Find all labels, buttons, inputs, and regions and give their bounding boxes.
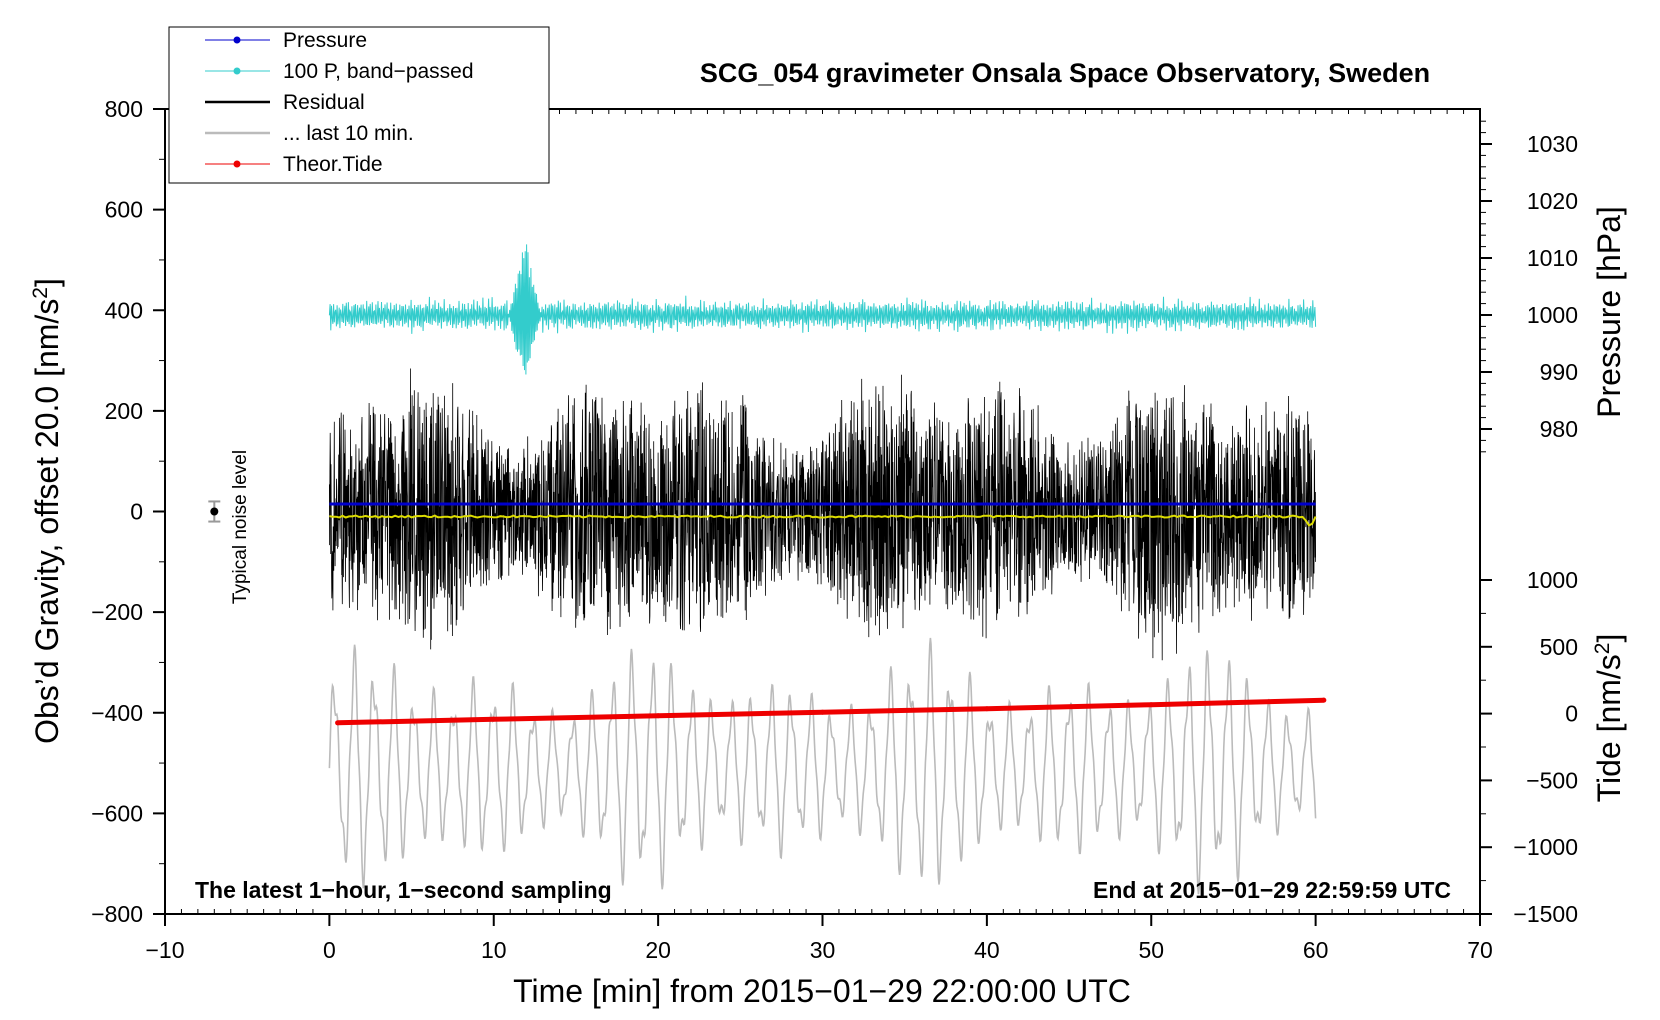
pressure-tick-label: 980 <box>1540 416 1578 442</box>
y-axis-tide: 1000 500 0 −500 −1000 −1500 <box>1480 567 1578 927</box>
chart-title: SCG_054 gravimeter Onsala Space Observat… <box>700 58 1430 88</box>
x-tick-label: 40 <box>974 937 1000 963</box>
legend-label: Pressure <box>283 29 367 52</box>
theor-tide-point <box>1321 697 1327 703</box>
x-axis-label: Time [min] from 2015−01−29 22:00:00 UTC <box>513 973 1131 1009</box>
x-tick-label: 20 <box>645 937 671 963</box>
y-axis-label-left: Obs’d Gravity, offset 20.0 [nm/s2] <box>29 278 66 744</box>
tide-tick-label: 500 <box>1540 634 1578 660</box>
tide-tick-label: 0 <box>1565 701 1578 727</box>
x-tick-label: 10 <box>481 937 507 963</box>
pressure-tick-label: 1030 <box>1527 131 1578 157</box>
theor-tide-point <box>820 709 825 715</box>
legend-label: Theor.Tide <box>283 153 383 176</box>
tide-tick-label: −1000 <box>1513 834 1578 860</box>
legend-label: Residual <box>283 91 365 114</box>
noise-label: Typical noise level <box>230 450 251 604</box>
y-tick-label: 200 <box>105 398 143 424</box>
y-tick-label: 0 <box>130 499 143 525</box>
y-tick-label: 800 <box>105 96 143 122</box>
legend-marker <box>233 160 241 168</box>
legend-marker <box>233 67 241 75</box>
annotation-right: End at 2015−01−29 22:59:59 UTC <box>1093 877 1451 903</box>
legend-label: ... last 10 min. <box>283 122 414 145</box>
series-baseline-line <box>329 514 1317 527</box>
legend: Pressure 100 P, band−passed Residual ... la… <box>168 26 550 184</box>
x-tick-label: 60 <box>1303 937 1329 963</box>
x-axis: −10 0 10 20 30 40 50 60 70 <box>145 109 1493 963</box>
series-band-passed-pressure-line <box>328 244 1317 375</box>
series-residual-line <box>328 368 1316 661</box>
x-tick-label: 0 <box>323 937 336 963</box>
tide-tick-label: −1500 <box>1513 901 1578 927</box>
theor-tide-point <box>655 713 661 719</box>
y-tick-label: 400 <box>105 297 143 323</box>
tide-tick-label: −500 <box>1526 767 1578 793</box>
series-layer <box>328 244 1327 895</box>
pressure-tick-label: 990 <box>1540 359 1578 385</box>
y-axis-label-pressure: Pressure [hPa] <box>1591 206 1627 418</box>
legend-marker <box>233 36 241 44</box>
theor-tide-point <box>1148 702 1154 708</box>
pressure-tick-label: 1020 <box>1527 188 1578 214</box>
series-last-10-min-line <box>328 637 1317 895</box>
legend-label: 100 P, band−passed <box>283 60 474 83</box>
y-axis-label-tide: Tide [nm/s2] <box>1591 634 1628 803</box>
y-tick-label: −400 <box>91 700 143 726</box>
y-tick-label: −200 <box>91 599 143 625</box>
x-tick-label: −10 <box>145 937 184 963</box>
legend-box <box>168 26 550 184</box>
tide-tick-label: 1000 <box>1527 567 1578 593</box>
y-tick-label: 600 <box>105 197 143 223</box>
noise-indicator <box>208 500 221 523</box>
noise-point <box>210 507 219 516</box>
annotation-left: The latest 1−hour, 1−second sampling <box>195 877 612 903</box>
x-tick-label: 50 <box>1138 937 1164 963</box>
theor-tide-point <box>491 716 497 722</box>
pressure-tick-label: 1010 <box>1527 245 1578 271</box>
x-tick-label: 70 <box>1467 937 1493 963</box>
y-tick-label: −800 <box>91 901 143 927</box>
pressure-tick-label: 1000 <box>1527 302 1578 328</box>
theor-tide-point <box>335 720 341 726</box>
y-tick-label: −600 <box>91 800 143 826</box>
y-axis-pressure: 1030 1020 1010 1000 990 980 <box>1480 120 1578 453</box>
theor-tide-point <box>984 706 990 712</box>
x-tick-label: 30 <box>810 937 836 963</box>
y-axis-left: 800 600 400 200 0 −200 −400 −600 −800 <box>91 96 165 927</box>
